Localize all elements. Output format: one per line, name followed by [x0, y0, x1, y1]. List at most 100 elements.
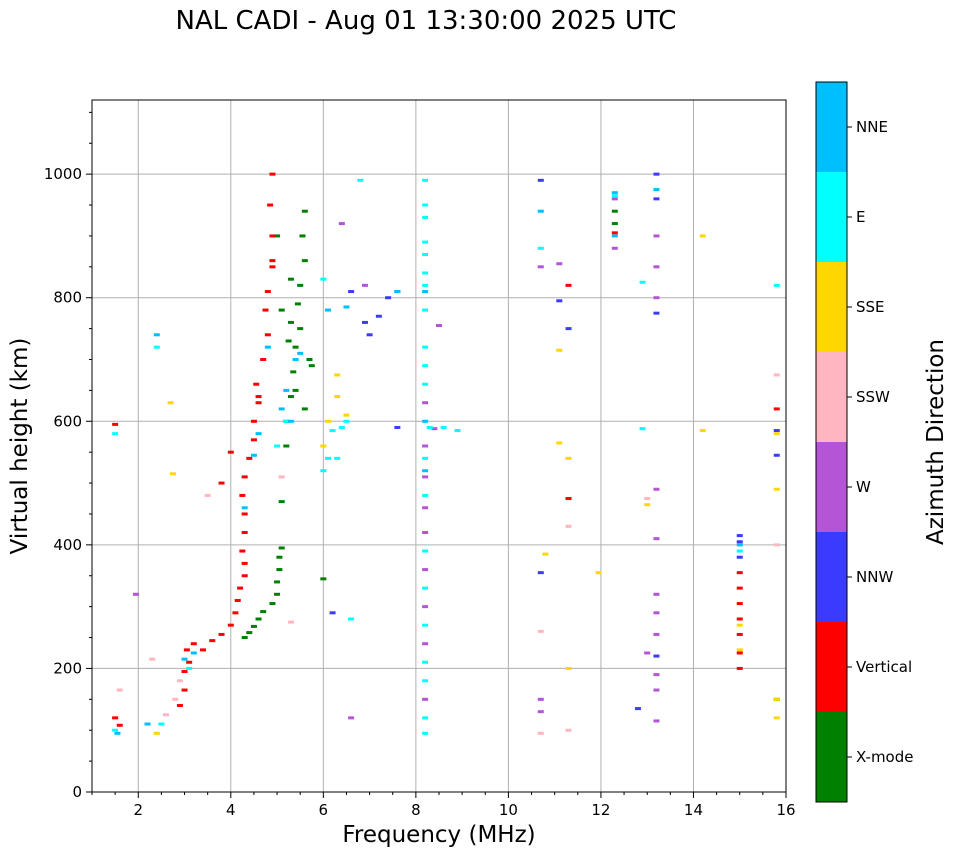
data-point [611, 234, 618, 238]
data-point [320, 469, 327, 473]
data-point [426, 425, 433, 429]
data-point [394, 425, 401, 429]
data-point [639, 427, 646, 431]
x-tick-label: 14 [684, 801, 703, 819]
x-tick-label: 10 [499, 801, 518, 819]
data-point [114, 731, 121, 735]
data-point [264, 290, 271, 294]
data-point [537, 697, 544, 701]
data-point [246, 631, 253, 635]
data-point [181, 657, 188, 661]
data-point [422, 531, 429, 534]
data-point [209, 639, 216, 643]
data-point [255, 432, 262, 436]
data-point [274, 580, 281, 584]
data-point [112, 728, 119, 732]
data-point [287, 620, 294, 624]
data-point [422, 382, 429, 386]
data-point [431, 427, 438, 431]
data-point [132, 592, 139, 596]
data-point [190, 642, 197, 646]
data-point [269, 172, 276, 176]
data-point [269, 265, 276, 269]
data-point [153, 345, 160, 349]
data-point [773, 716, 780, 720]
data-point [264, 345, 271, 349]
data-point [361, 283, 368, 287]
data-point [283, 388, 290, 392]
data-point [227, 450, 234, 454]
data-point [297, 327, 304, 331]
data-point [653, 234, 660, 238]
data-point [736, 632, 743, 636]
data-point [301, 259, 308, 263]
data-point [255, 401, 262, 405]
data-point [653, 172, 660, 176]
colorbar-tick-label: NNE [856, 118, 888, 136]
data-point [653, 311, 660, 315]
data-point [297, 283, 304, 287]
data-point [422, 308, 429, 312]
data-point [422, 419, 429, 423]
colorbar: X-mode Vertical NNW W SSW SSE E NNE [815, 81, 913, 803]
data-point [338, 222, 345, 226]
data-point [653, 688, 660, 692]
data-point [260, 358, 267, 361]
data-point [653, 296, 660, 300]
data-point [176, 704, 183, 707]
data-point [278, 308, 285, 312]
data-point [422, 364, 429, 368]
data-point [181, 670, 188, 674]
plot-area [92, 100, 786, 792]
data-point [366, 333, 373, 337]
colorbar-frame [815, 81, 848, 803]
data-point [595, 571, 602, 575]
data-point [278, 546, 285, 550]
data-point [611, 191, 618, 195]
data-point [183, 648, 190, 652]
data-point [653, 673, 660, 677]
data-point [556, 348, 563, 352]
x-tick-label: 8 [411, 801, 421, 819]
data-point [422, 401, 429, 405]
data-point [234, 598, 241, 602]
data-point [250, 419, 257, 423]
data-point [227, 623, 234, 627]
data-point [334, 395, 341, 399]
data-point [639, 280, 646, 284]
data-point [422, 444, 429, 448]
colorbar-tick-label: W [856, 478, 871, 496]
data-point [653, 537, 660, 541]
data-point [239, 549, 246, 553]
data-point [262, 308, 269, 312]
data-point [736, 540, 743, 544]
data-point [269, 602, 276, 606]
data-point [241, 506, 248, 510]
data-point [385, 296, 392, 300]
data-point [116, 723, 123, 727]
data-marks [112, 172, 780, 735]
data-point [241, 531, 248, 534]
chart-title: NAL CADI - Aug 01 13:30:00 2025 UTC [175, 6, 677, 36]
data-point [241, 475, 248, 479]
data-point [422, 605, 429, 609]
data-point [287, 277, 294, 281]
data-point [338, 425, 345, 429]
data-point [241, 512, 248, 516]
data-point [287, 395, 294, 399]
data-point [250, 438, 257, 442]
y-tick-label: 200 [53, 659, 82, 677]
data-point [287, 419, 294, 423]
data-point [653, 654, 660, 658]
data-point [357, 178, 364, 182]
data-point [422, 716, 429, 720]
colorbar-swatch [816, 172, 847, 262]
data-point [736, 534, 743, 538]
data-point [537, 209, 544, 213]
colorbar-tick-label: X-mode [856, 748, 913, 766]
data-point [422, 586, 429, 590]
data-point [269, 234, 276, 238]
data-point [320, 577, 327, 581]
data-point [329, 611, 336, 615]
